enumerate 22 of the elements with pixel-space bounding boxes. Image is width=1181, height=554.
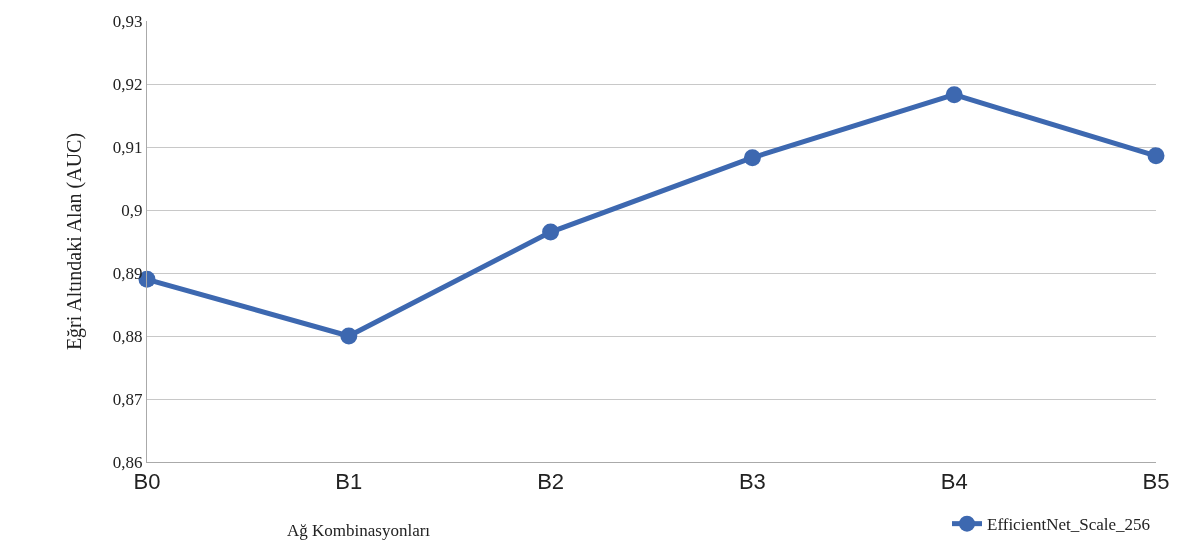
x-tick-label: B1 [335,469,363,495]
y-tick-label: 0,87 [112,389,144,409]
y-tick-label: 0,86 [112,452,143,472]
x-tick-label: B5 [1142,469,1170,495]
y-tick-label: 0,93 [112,11,143,31]
point [743,149,761,167]
point [542,223,560,241]
point [340,327,358,345]
x-tick-label: B4 [940,469,968,495]
y-tick-label: 0,92 [112,74,143,94]
x-tick-label: B3 [738,469,766,495]
x-axis-title: Ağ Kombinasyonları [287,521,431,540]
y-axis-title: Eğri Altındaki Alan (AUC) [63,132,87,351]
point [945,86,963,104]
y-tick-label: 0,9 [121,200,143,220]
x-tick-label: B2 [537,469,565,495]
legend-label: EfficientNet_Scale_256 [987,515,1151,535]
point [1147,147,1165,165]
y-tick-label: 0,89 [112,263,143,283]
y-tick-label: 0,91 [112,137,143,157]
x-tick-label: B0 [133,469,161,495]
y-tick-label: 0,88 [112,326,143,346]
